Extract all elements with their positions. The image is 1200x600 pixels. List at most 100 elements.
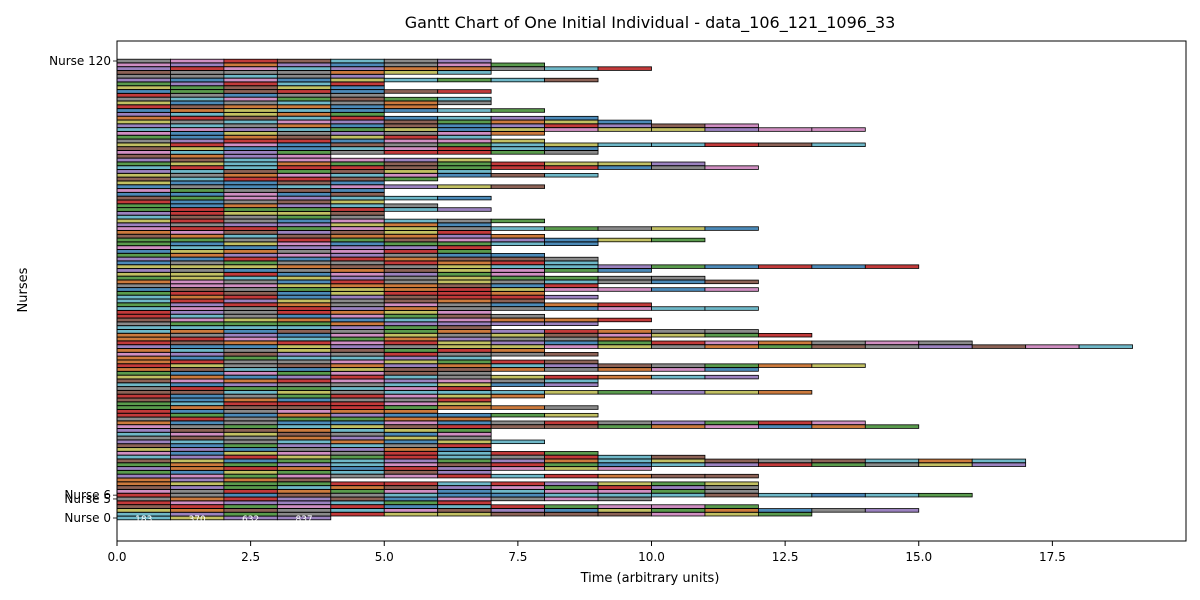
task-bar	[223, 169, 278, 174]
task-bar	[544, 294, 599, 300]
task-bar	[383, 256, 439, 262]
task-bar	[544, 173, 599, 178]
nurse-row	[116, 359, 599, 365]
task-bar	[330, 249, 385, 254]
task-bar	[437, 165, 492, 170]
task-bar	[116, 230, 171, 235]
task-bar	[223, 253, 278, 258]
task-bar	[276, 96, 332, 102]
task-bar	[544, 123, 599, 128]
task-bar	[223, 397, 278, 403]
task-bar	[170, 393, 225, 399]
task-bar	[276, 123, 332, 128]
task-bar	[437, 70, 492, 75]
task-bar	[330, 420, 385, 425]
task-bar	[490, 332, 545, 338]
task-bar	[276, 298, 332, 304]
task-bar	[330, 275, 385, 281]
task-bar	[597, 374, 652, 380]
task-bar	[437, 268, 492, 273]
task-bar	[276, 119, 332, 125]
task-bar	[330, 451, 385, 456]
task-bar	[437, 489, 492, 494]
task-bar	[223, 108, 278, 113]
task-bar	[276, 470, 332, 475]
task-bar	[116, 176, 171, 182]
task-bar	[116, 138, 171, 144]
task-bar	[437, 485, 492, 490]
task-bar	[116, 329, 171, 334]
task-bar	[437, 138, 492, 144]
task-bar	[276, 260, 332, 266]
task-bar	[116, 184, 171, 189]
task-bar	[276, 367, 332, 372]
task-bar	[170, 359, 225, 365]
task-bar	[490, 268, 545, 273]
nurse-row	[116, 199, 385, 205]
task-bar	[276, 272, 332, 277]
task-bar	[223, 409, 278, 414]
task-bar	[811, 424, 866, 429]
task-bar	[383, 321, 439, 326]
task-bar	[170, 458, 225, 464]
task-bar	[116, 154, 171, 159]
task-bar	[116, 108, 171, 113]
task-bar	[276, 214, 332, 220]
task-bar	[704, 142, 759, 147]
task-bar	[704, 279, 759, 285]
task-bar	[544, 382, 599, 387]
task-bar	[330, 169, 385, 174]
task-bar	[330, 504, 385, 509]
nurse-row	[116, 275, 706, 281]
task-bar	[116, 401, 171, 406]
task-bar	[544, 332, 599, 338]
task-bar	[490, 317, 545, 323]
task-bar	[116, 62, 171, 68]
nurse-row	[116, 268, 652, 273]
task-bar	[116, 367, 171, 372]
task-bar	[383, 458, 439, 464]
x-axis: 0.0 2.5 5.0 7.5 10.0 12.5 15.0 17.5	[107, 541, 1066, 564]
task-bar	[116, 115, 171, 121]
task-bar	[651, 363, 706, 368]
task-bar	[276, 100, 332, 106]
bar-label: 632	[242, 515, 259, 525]
task-bar	[330, 165, 385, 170]
task-bar	[383, 329, 439, 334]
task-bar	[383, 226, 439, 231]
task-bar	[116, 325, 171, 330]
task-bar	[437, 233, 492, 239]
nurse-row	[116, 218, 545, 224]
task-bar	[383, 424, 439, 429]
task-bar	[170, 100, 225, 106]
task-bar	[170, 222, 225, 227]
task-bar	[223, 146, 278, 151]
nurse-row	[116, 58, 492, 64]
task-bar	[811, 344, 866, 349]
task-bar	[330, 199, 385, 205]
task-bar	[383, 283, 439, 288]
task-bar	[330, 500, 385, 505]
task-bar	[383, 359, 439, 365]
task-bar	[330, 283, 385, 288]
task-bar	[330, 245, 385, 250]
task-bar	[170, 272, 225, 277]
task-bar	[330, 439, 385, 445]
task-bar	[544, 340, 599, 346]
task-bar	[330, 348, 385, 353]
task-bar	[276, 279, 332, 285]
task-bar	[437, 386, 492, 391]
task-bar	[437, 473, 492, 479]
task-bar	[330, 390, 385, 395]
nurse-row	[116, 253, 545, 258]
task-bar	[330, 260, 385, 266]
task-bar	[490, 348, 545, 353]
task-bar	[276, 245, 332, 250]
task-bar	[704, 481, 759, 486]
nurse-row	[116, 272, 545, 277]
task-bar	[651, 508, 706, 513]
task-bar	[276, 195, 332, 201]
nurse-row	[116, 374, 759, 380]
task-bar	[490, 260, 545, 266]
nurse-row	[116, 192, 385, 197]
